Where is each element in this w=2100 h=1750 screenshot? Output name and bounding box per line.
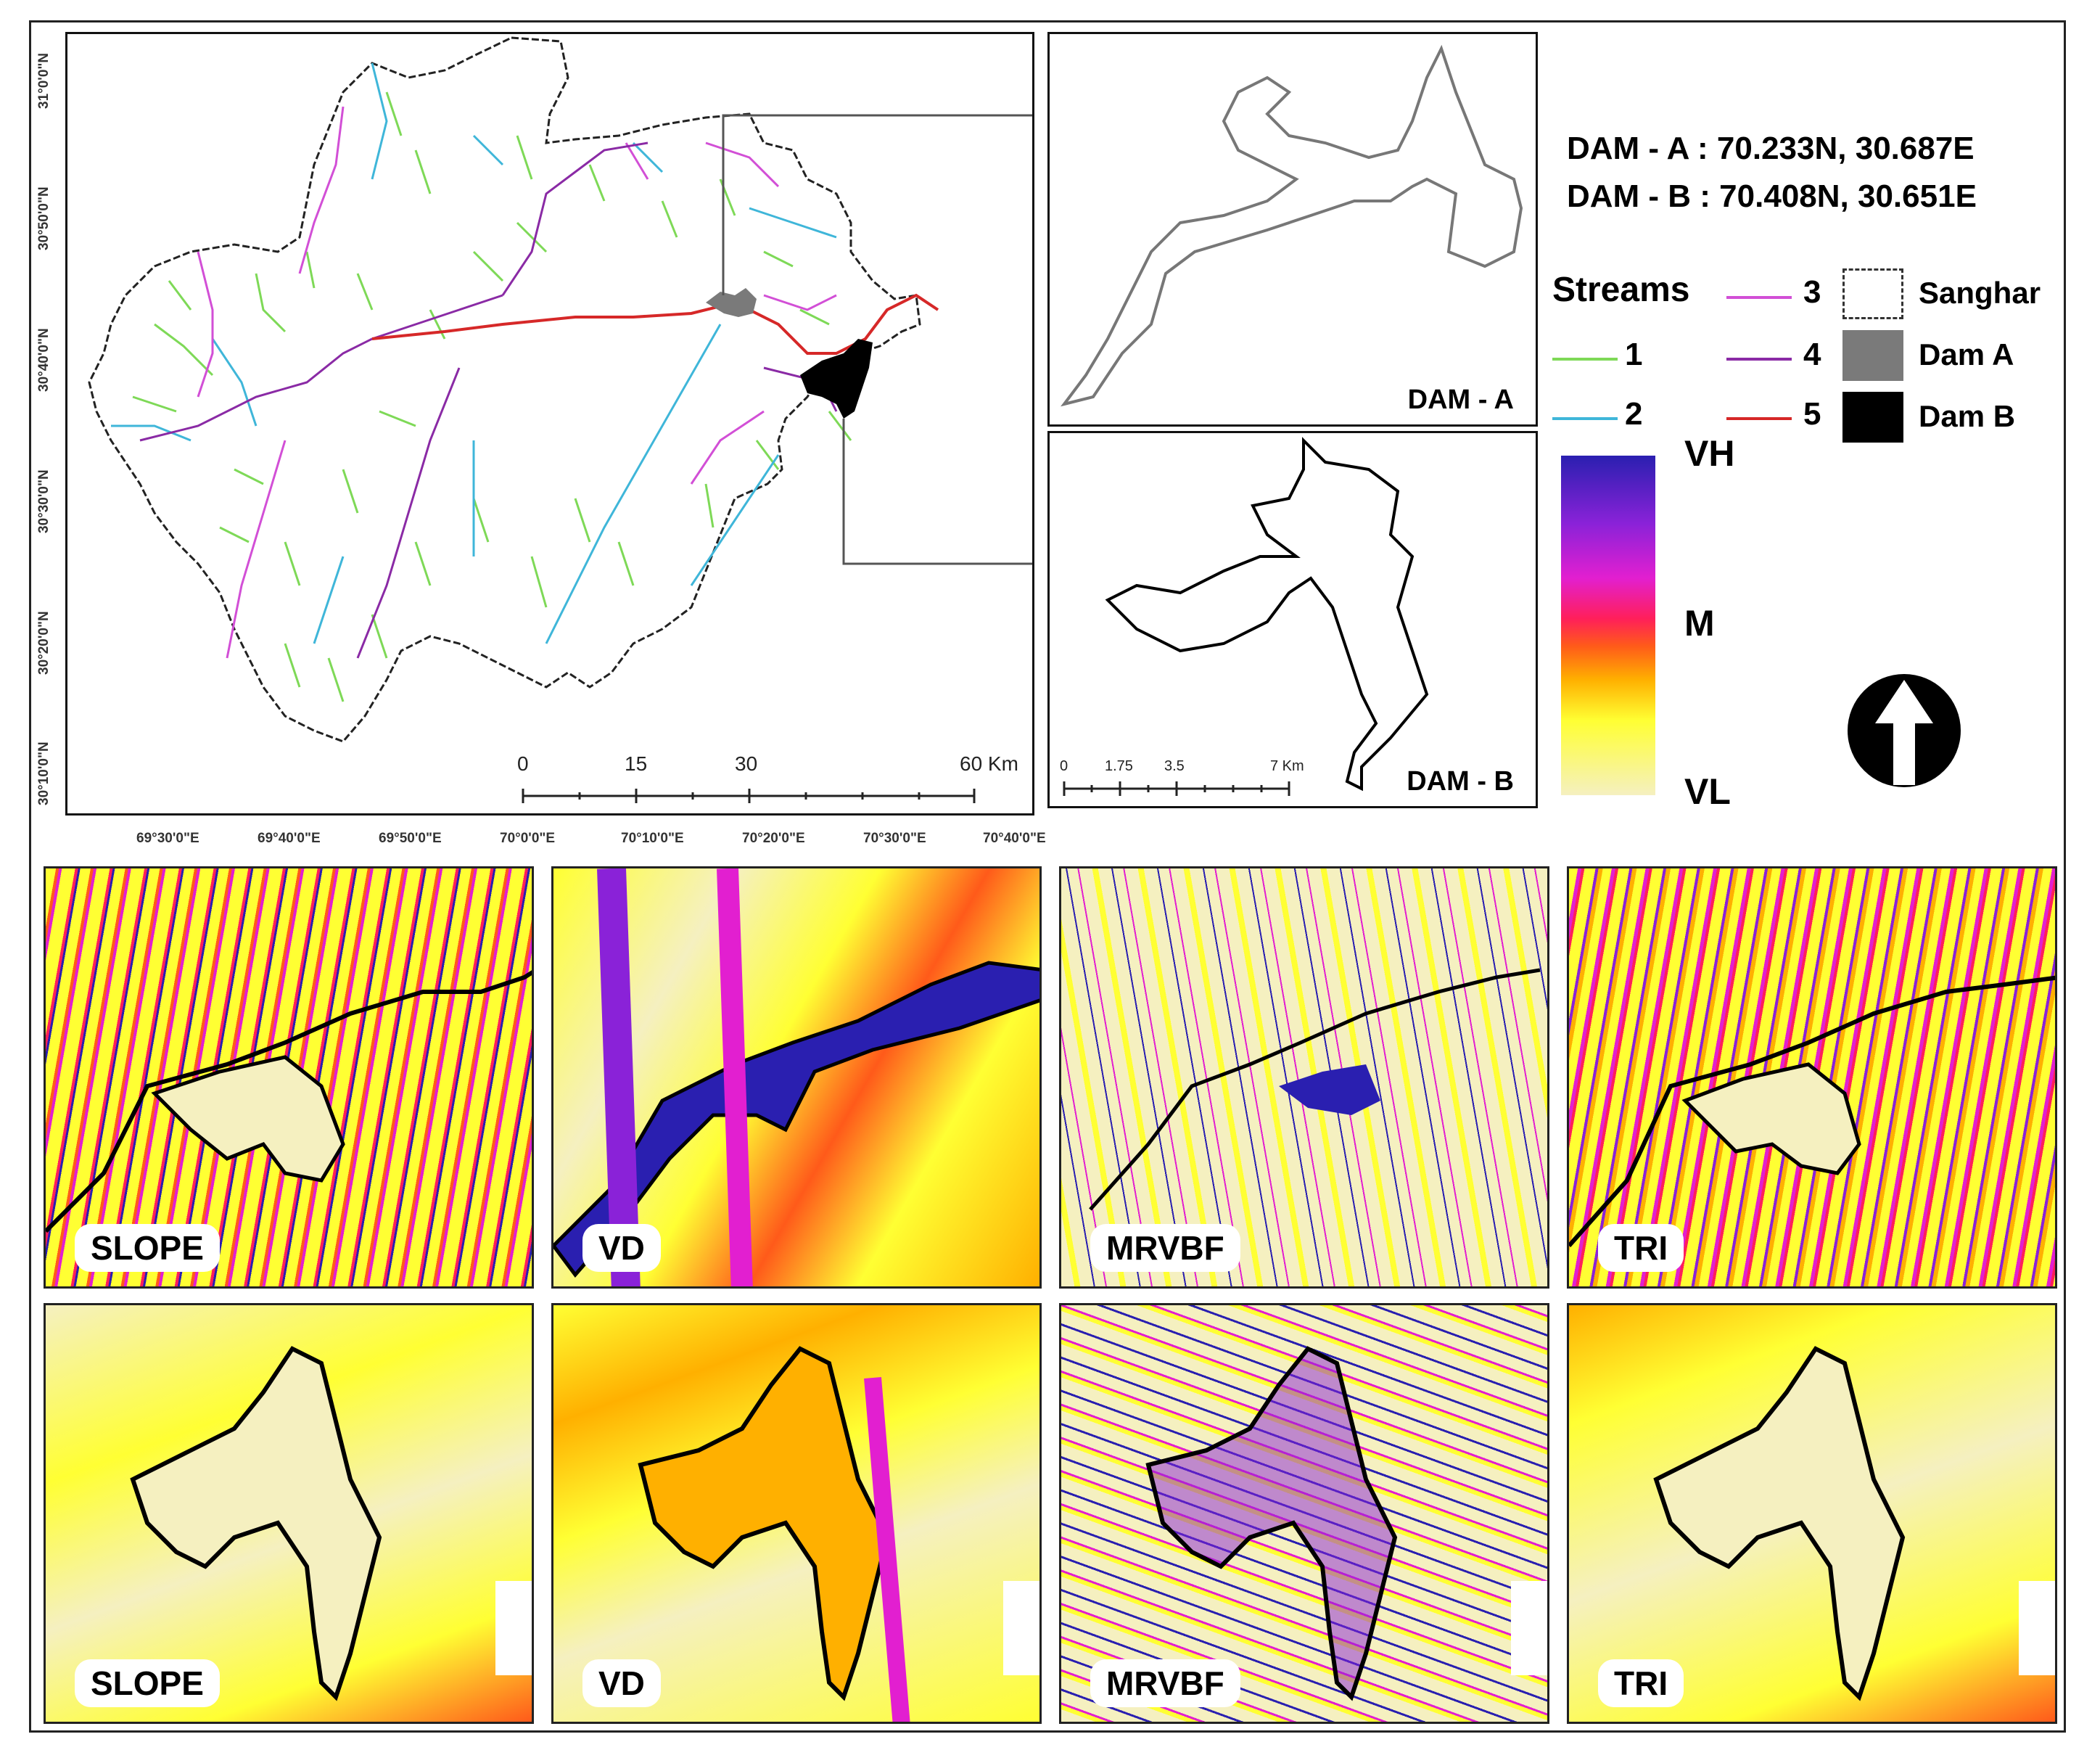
lon-label-70-10: 70°10'0"E	[621, 831, 684, 846]
dam-b-scale-bar	[1063, 781, 1290, 796]
panel-label-vd-a: VD	[582, 1224, 661, 1272]
legend-line-order-5	[1726, 417, 1792, 420]
legend-label-dam-a: Dam A	[1919, 337, 2014, 371]
panel-label-tri-a: TRI	[1598, 1224, 1684, 1272]
panel-dam-b-tri: TRI	[1567, 1303, 2057, 1724]
north-arrow-icon	[1848, 674, 1961, 787]
lon-label-70-20: 70°20'0"E	[742, 831, 805, 846]
colorbar-label-high: VH	[1684, 433, 1735, 474]
dam-a-outline	[1061, 44, 1523, 407]
panel-dam-b-slope: SLOPE	[44, 1303, 534, 1724]
dam-b-outline	[1105, 437, 1429, 792]
lon-label-69-50: 69°50'0"E	[379, 831, 442, 846]
inset-dam-b: 0 1.75 3.5 7 Km DAM - B	[1047, 431, 1538, 808]
panel-label-tri-b: TRI	[1598, 1659, 1684, 1707]
lon-label-69-40: 69°40'0"E	[258, 831, 321, 846]
inset-dam-b-label: DAM - B	[1407, 766, 1514, 797]
legend-line-order-4	[1726, 358, 1792, 361]
dam-b-scale-175: 1.75	[1105, 758, 1133, 774]
lon-label-69-30: 69°30'0"E	[136, 831, 199, 846]
figure-frame	[29, 20, 2066, 1733]
lon-label-70-00: 70°0'0"E	[500, 831, 556, 846]
lat-label-30-40: 30°40'0"N	[36, 328, 52, 392]
dam-b-scale-35: 3.5	[1164, 758, 1185, 774]
panel-label-slope-b: SLOPE	[75, 1659, 220, 1707]
stream-order-4	[139, 141, 838, 659]
panel-label-mrvbf-b: MRVBF	[1090, 1659, 1240, 1707]
legend-symbol-sanghar	[1842, 268, 1903, 319]
watershed-map	[88, 36, 1032, 803]
lon-label-70-40: 70°40'0"E	[983, 831, 1046, 846]
panel-label-slope-a: SLOPE	[75, 1224, 220, 1272]
legend-line-order-3	[1726, 296, 1792, 299]
legend-title: Streams	[1552, 271, 1690, 309]
dam-b-extent	[800, 339, 873, 419]
lat-label-30-50: 30°50'0"N	[36, 186, 52, 250]
panel-dam-a-tri: TRI	[1567, 866, 2057, 1289]
dam-a-coordinates: DAM - A : 70.233N, 30.687E	[1567, 131, 1975, 166]
colorbar-label-mid: M	[1684, 603, 1715, 644]
legend-label-order-5: 5	[1803, 396, 1821, 432]
legend-label-order-2: 2	[1625, 396, 1643, 432]
stream-order-2	[111, 62, 837, 644]
lat-label-31-00: 31°0'0"N	[36, 52, 52, 109]
colorbar	[1561, 456, 1655, 795]
scale-label-0: 0	[517, 752, 529, 775]
legend-label-dam-b: Dam B	[1919, 399, 2016, 433]
dam-a-outline-map	[1061, 44, 1523, 407]
lat-label-30-30: 30°30'0"N	[36, 469, 52, 533]
stream-order-3	[197, 106, 837, 659]
dam-b-scale-0: 0	[1060, 758, 1068, 774]
main-map: 0 15 30 60 Km	[65, 32, 1034, 816]
colorbar-label-low: VL	[1684, 771, 1731, 812]
stream-order-5	[371, 293, 939, 355]
panel-dam-a-slope: SLOPE	[44, 866, 534, 1289]
inset-dam-a-label: DAM - A	[1407, 385, 1514, 415]
lon-label-70-30: 70°30'0"E	[863, 831, 926, 846]
dam-a-extent	[706, 288, 757, 317]
legend-label-order-1: 1	[1625, 337, 1643, 372]
legend-line-order-2	[1552, 417, 1618, 420]
legend-label-sanghar: Sanghar	[1919, 276, 2041, 310]
panel-dam-b-vd: VD	[551, 1303, 1042, 1724]
scale-label-60: 60 Km	[960, 752, 1018, 775]
legend-symbol-dam-a	[1842, 330, 1903, 381]
panel-dam-a-vd: VD	[551, 866, 1042, 1289]
dam-b-scale-7: 7 Km	[1270, 758, 1304, 774]
dam-b-coordinates: DAM - B : 70.408N, 30.651E	[1567, 178, 1977, 214]
legend-symbol-dam-b	[1842, 392, 1903, 443]
sanghar-boundary	[88, 36, 921, 743]
lat-label-30-10: 30°10'0"N	[36, 742, 52, 805]
dam-b-outline-map	[1063, 437, 1429, 796]
legend-line-order-1	[1552, 358, 1618, 361]
main-scale-bar	[522, 789, 976, 803]
scale-label-15: 15	[625, 752, 648, 775]
panel-label-vd-b: VD	[582, 1659, 661, 1707]
panel-label-mrvbf-a: MRVBF	[1090, 1224, 1240, 1272]
inset-dam-a: DAM - A	[1047, 32, 1538, 427]
panel-dam-a-mrvbf: MRVBF	[1059, 866, 1549, 1289]
panel-dam-b-mrvbf: MRVBF	[1059, 1303, 1549, 1724]
inset-leader-lines	[722, 114, 1032, 565]
scale-label-30: 30	[735, 752, 758, 775]
legend-label-order-4: 4	[1803, 337, 1821, 372]
legend-label-order-3: 3	[1803, 274, 1821, 310]
lat-label-30-20: 30°20'0"N	[36, 611, 52, 675]
